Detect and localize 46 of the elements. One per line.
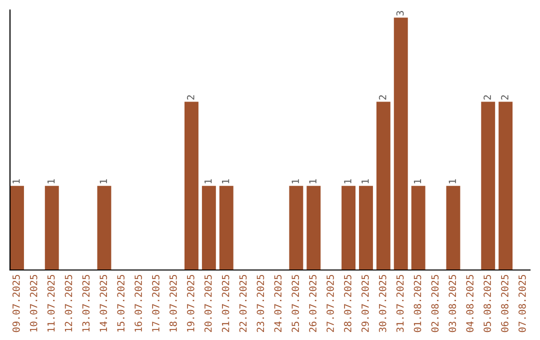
data-label: 1: [48, 179, 55, 184]
data-label: 1: [309, 179, 316, 184]
x-tick-label: 05.08.2025: [484, 274, 491, 332]
x-tick-label: 01.08.2025: [414, 274, 422, 332]
x-tick-label: 03.08.2025: [448, 274, 456, 332]
x-tick-label: 17.07.2025: [152, 274, 160, 332]
data-label: 2: [186, 95, 194, 100]
x-tick-label: 18.07.2025: [170, 274, 177, 332]
x-tick-label: 09.07.2025: [12, 274, 20, 332]
x-tick-label: 22.07.2025: [239, 274, 247, 332]
x-tick-label: 16.07.2025: [134, 274, 142, 332]
x-tick-label: 27.07.2025: [326, 274, 334, 332]
x-tick-label: 04.08.2025: [466, 274, 474, 332]
x-tick-label: 25.07.2025: [292, 274, 300, 332]
x-tick-label: 31.07.2025: [396, 274, 404, 332]
data-label: 1: [12, 179, 20, 184]
data-label: 2: [484, 95, 491, 100]
x-tick-label: 14.07.2025: [100, 274, 108, 332]
x-tick-label: 12.07.2025: [64, 274, 72, 332]
data-label: 1: [292, 179, 299, 184]
x-tick-label: 02.08.2025: [431, 274, 439, 332]
data-label: 3: [396, 11, 404, 16]
data-label: 2: [378, 95, 386, 100]
x-tick-label: 10.07.2025: [30, 274, 38, 332]
data-label: 1: [222, 179, 230, 184]
data-label: 1: [204, 179, 212, 184]
data-label: 2: [501, 95, 508, 100]
x-tick-label: 28.07.2025: [344, 274, 352, 332]
x-tick-label: 30.07.2025: [378, 274, 386, 332]
x-tick-label: 20.07.2025: [204, 274, 212, 332]
data-label: 1: [100, 179, 107, 184]
data-label: 1: [448, 179, 456, 184]
data-label: 1: [414, 179, 422, 184]
x-tick-label: 21.07.2025: [222, 274, 230, 332]
data-label: 1: [344, 179, 352, 184]
x-tick-label: 11.07.2025: [47, 274, 55, 332]
x-tick-label: 07.08.2025: [518, 274, 526, 332]
x-tick-label: 26.07.2025: [309, 274, 316, 332]
x-tick-label: 15.07.2025: [117, 274, 125, 332]
x-tick-label: 23.07.2025: [256, 274, 264, 332]
x-tick-label: 06.08.2025: [501, 274, 508, 332]
x-tick-label: 24.07.2025: [274, 274, 282, 332]
x-tick-label: 29.07.2025: [361, 274, 369, 332]
x-tick-label: 13.07.2025: [82, 274, 90, 332]
x-tick-label: 19.07.2025: [186, 274, 194, 332]
data-label: 1: [362, 179, 369, 184]
